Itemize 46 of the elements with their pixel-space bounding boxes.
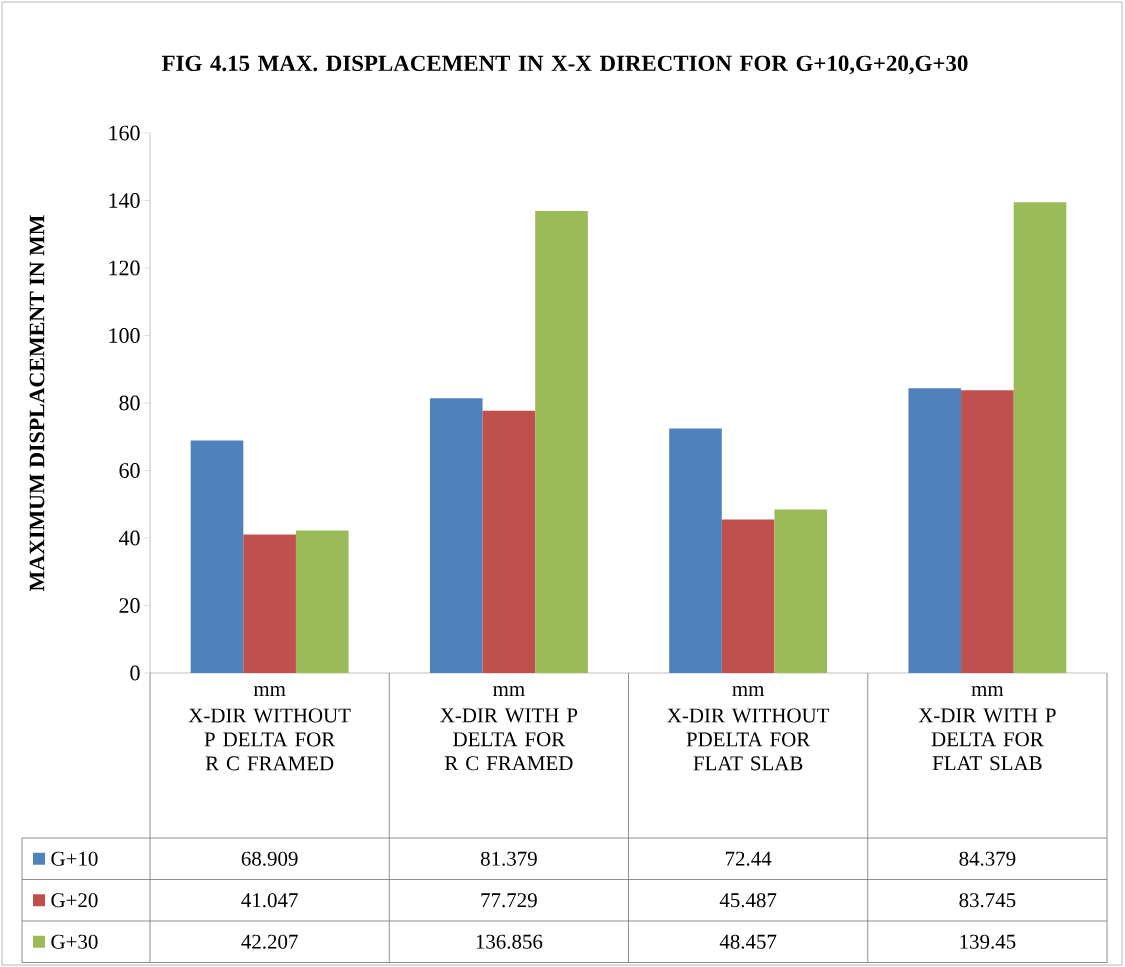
- y-axis-title: MAXIMUM DISPLACEMENT IN MM: [29, 215, 45, 592]
- y-tick-label: 80: [119, 395, 140, 411]
- x-tick-label: X-DIR WITHOUT PDELTA FOR FLAT SLAB: [667, 708, 830, 771]
- text: mm: [971, 686, 1004, 696]
- data-label: 72.44: [725, 851, 772, 866]
- x-tick-label: X-DIR WITH P DELTA FOR FLAT SLAB: [918, 708, 1056, 771]
- y-tick-label: 100: [109, 328, 140, 343]
- data-label: 42.207: [241, 934, 298, 949]
- y-tick-label: 60: [119, 463, 140, 478]
- bar: [429, 398, 483, 673]
- data-label: 48.457: [719, 934, 777, 949]
- bar: [535, 211, 588, 673]
- bar: [961, 390, 1014, 673]
- y-tick-label: 140: [109, 193, 140, 208]
- bar: [669, 428, 722, 673]
- y-tick-label: 20: [119, 598, 140, 613]
- data-label: 81.379: [480, 851, 537, 866]
- data-label: 45.487: [719, 893, 777, 908]
- legend-label: G+10: [51, 851, 98, 866]
- bar: [482, 410, 536, 673]
- text: mm: [493, 686, 525, 696]
- data-label: 139.45: [960, 934, 1016, 949]
- bar: [243, 534, 296, 673]
- y-tick-label: 120: [109, 260, 140, 276]
- data-label: 83.745: [959, 893, 1016, 908]
- text: mm: [253, 686, 286, 696]
- bar: [190, 440, 244, 673]
- bar: [774, 509, 828, 673]
- bar: [721, 519, 775, 673]
- bar: [1013, 202, 1067, 673]
- chart-title: FIG 4.15 MAX. DISPLACEMENT IN X-X DIRECTION FOR G+10,G+20,G+30: [161, 55, 968, 75]
- data-label: 77.729: [481, 893, 537, 908]
- x-tick-label: X-DIR WITH P DELTA FOR R C FRAMED: [440, 708, 578, 771]
- bar: [908, 388, 962, 673]
- bar: [295, 530, 349, 673]
- legend-label: G+20: [51, 893, 98, 908]
- data-label: 136.856: [476, 934, 543, 949]
- data-label: 41.047: [241, 893, 298, 908]
- data-label: 68.909: [241, 851, 298, 866]
- y-tick-label: 40: [118, 530, 140, 546]
- y-tick-label: 0: [130, 665, 140, 681]
- x-tick-label: X-DIR WITHOUT P DELTA FOR R C FRAMED: [188, 708, 351, 771]
- y-tick-label: 160: [109, 125, 140, 141]
- data-label: 84.379: [959, 851, 1016, 866]
- legend-label: G+30: [51, 934, 98, 949]
- text: mm: [732, 686, 765, 696]
